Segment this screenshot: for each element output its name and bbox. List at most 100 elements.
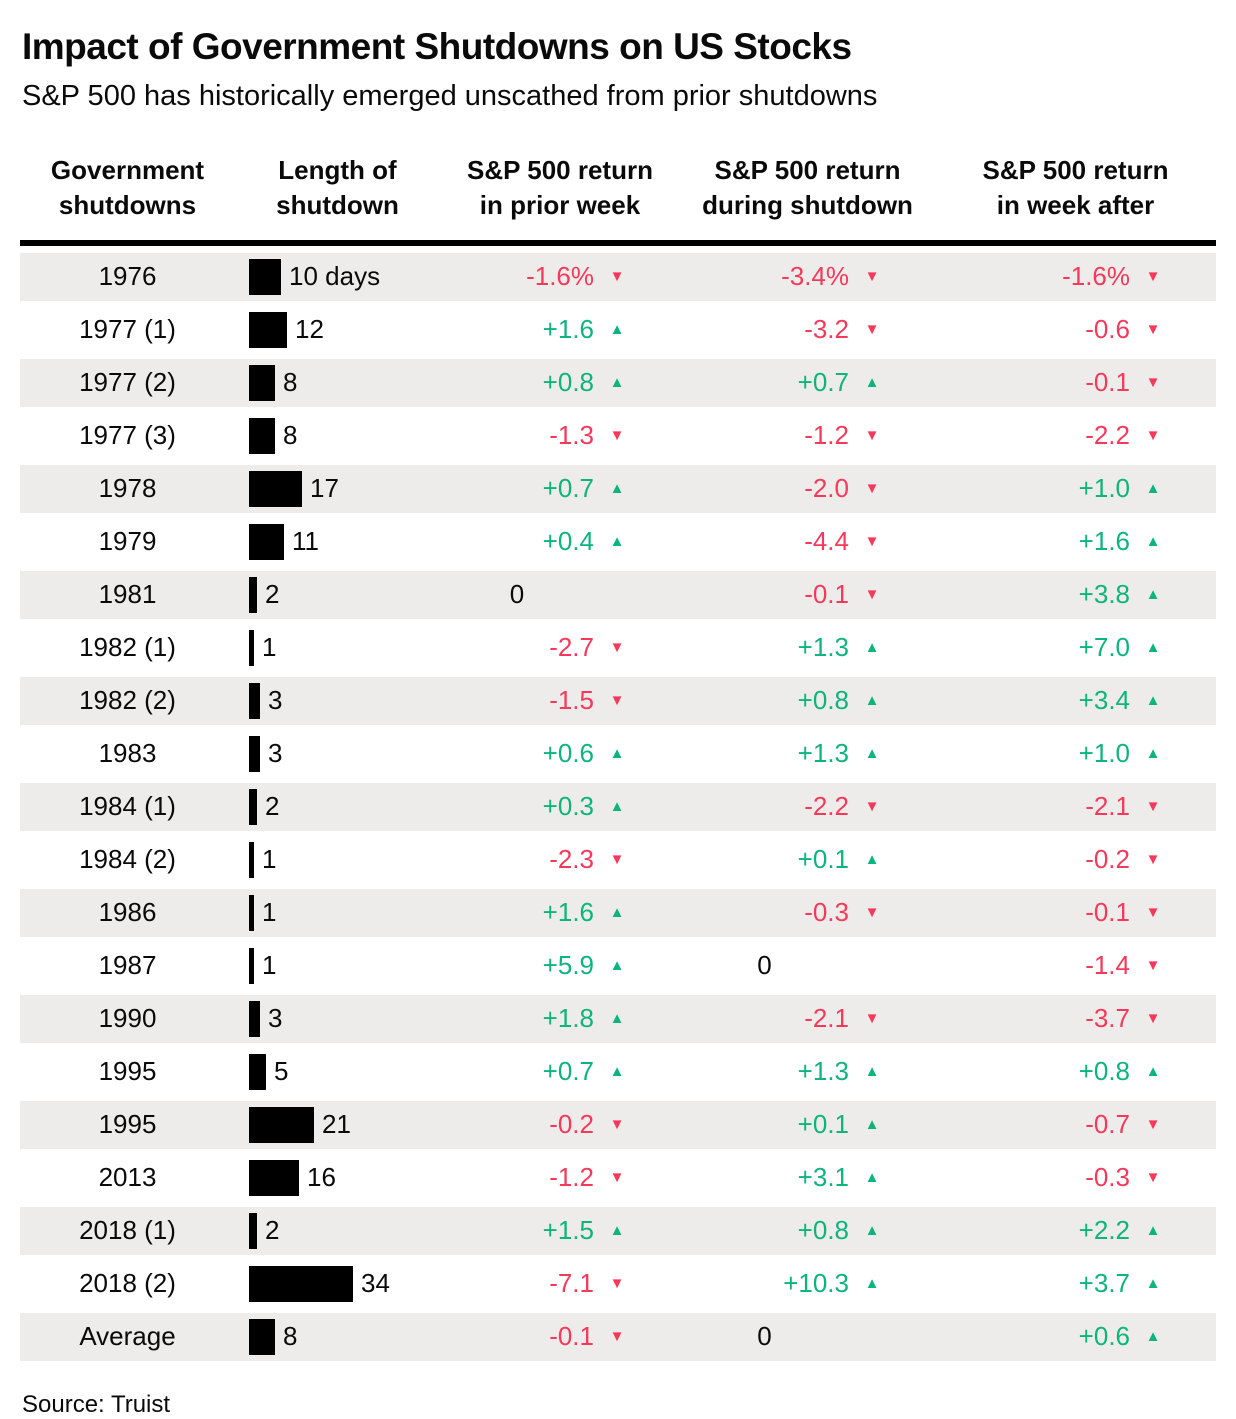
column-header-length-of-shutdown: Length of shutdown: [235, 153, 440, 223]
shutdown-year-label: 1976: [98, 261, 157, 292]
down-arrow-icon: ▼: [609, 1328, 625, 1346]
column-header-return-during-shutdown: S&P 500 return during shutdown: [680, 153, 935, 223]
length-bar: [249, 1053, 266, 1090]
shutdown-year-label: 2018 (1): [79, 1215, 176, 1246]
return-value: -1.3: [549, 420, 594, 451]
table-row: 1978 17 +0.7 ▲ -2.0 ▼ +1.0 ▲: [20, 464, 1216, 513]
table-row: 1984 (2) 1 -2.3 ▼ +0.1 ▲ -0.2 ▼: [20, 836, 1216, 884]
shutdown-length-cell: 10 days: [235, 253, 440, 301]
return-value: +0.3: [542, 791, 594, 822]
length-value-label: 34: [361, 1268, 390, 1299]
return-value: +3.1: [797, 1162, 849, 1193]
down-arrow-icon: ▼: [864, 798, 880, 816]
return-prior-week-cell: +1.6 ▲: [440, 889, 680, 937]
down-arrow-icon: ▼: [864, 533, 880, 551]
up-arrow-icon: ▲: [864, 1222, 880, 1240]
shutdown-year-label: 2013: [98, 1162, 157, 1193]
up-arrow-icon: ▲: [1145, 1222, 1161, 1240]
up-arrow-icon: ▲: [1145, 1328, 1161, 1346]
column-header-return-prior-week: S&P 500 return in prior week: [440, 153, 680, 223]
return-value: -0.3: [804, 897, 849, 928]
down-arrow-icon: ▼: [864, 427, 880, 445]
column-header-line: shutdown: [276, 190, 399, 221]
column-header-line: during shutdown: [702, 190, 913, 221]
table-row: 1995 21 -0.2 ▼ +0.1 ▲ -0.7 ▼: [20, 1100, 1216, 1149]
length-value-label: 16: [307, 1162, 336, 1193]
return-during-shutdown-cell: -3.4% ▼: [680, 253, 935, 301]
length-bar: [249, 629, 254, 666]
table-row: 1983 3 +0.6 ▲ +1.3 ▲ +1.0 ▲: [20, 730, 1216, 778]
up-arrow-icon: ▲: [609, 480, 625, 498]
length-value-label: 8: [283, 1321, 298, 1352]
return-value: 0: [757, 950, 772, 981]
return-week-after-cell: -2.2 ▼: [935, 412, 1216, 460]
return-value: -2.2: [804, 791, 849, 822]
length-value-label: 2: [265, 579, 280, 610]
shutdown-year-label: 1986: [98, 897, 157, 928]
shutdown-length-cell: 3: [235, 730, 440, 778]
shutdown-year-label: 1995: [98, 1109, 157, 1140]
return-during-shutdown-cell: -0.3 ▼: [680, 889, 935, 937]
shutdown-length-cell: 21: [235, 1101, 440, 1149]
return-value: +0.1: [797, 844, 849, 875]
return-week-after-cell: -0.3 ▼: [935, 1154, 1216, 1202]
down-arrow-icon: ▼: [1145, 1010, 1161, 1028]
table-row: Average 8 -0.1 ▼ 0 +0.6 ▲: [20, 1312, 1216, 1361]
column-header-government-shutdowns: Government shutdowns: [20, 153, 235, 223]
shutdown-year-label: 1987: [98, 950, 157, 981]
shutdown-length-cell: 16: [235, 1154, 440, 1202]
up-arrow-icon: ▲: [609, 957, 625, 975]
length-bar: [249, 682, 260, 719]
return-week-after-cell: -2.1 ▼: [935, 783, 1216, 831]
shutdown-length-cell: 5: [235, 1048, 440, 1096]
return-value: -3.4%: [781, 261, 849, 292]
length-value-label: 5: [274, 1056, 289, 1087]
return-prior-week-cell: +0.7 ▲: [440, 465, 680, 513]
length-bar: [249, 1000, 260, 1037]
length-bar: [249, 523, 284, 560]
return-value: +0.6: [542, 738, 594, 769]
down-arrow-icon: ▼: [609, 1275, 625, 1293]
up-arrow-icon: ▲: [1145, 639, 1161, 657]
length-value-label: 17: [310, 473, 339, 504]
shutdown-year-label: 1990: [98, 1003, 157, 1034]
down-arrow-icon: ▼: [609, 692, 625, 710]
return-value: -0.1: [1085, 367, 1130, 398]
up-arrow-icon: ▲: [1145, 745, 1161, 763]
shutdown-length-cell: 2: [235, 783, 440, 831]
page-title: Impact of Government Shutdowns on US Sto…: [22, 26, 852, 67]
shutdown-year-label: 1982 (2): [79, 685, 176, 716]
table-row: 1984 (1) 2 +0.3 ▲ -2.2 ▼ -2.1 ▼: [20, 782, 1216, 831]
return-value: -0.1: [1085, 897, 1130, 928]
up-arrow-icon: ▲: [864, 639, 880, 657]
length-bar: [249, 841, 254, 878]
return-value: +7.0: [1078, 632, 1130, 663]
return-week-after-cell: -0.7 ▼: [935, 1101, 1216, 1149]
return-prior-week-cell: +0.6 ▲: [440, 730, 680, 778]
return-value: -2.7: [549, 632, 594, 663]
return-value: -2.1: [804, 1003, 849, 1034]
length-value-label: 1: [262, 844, 277, 875]
return-week-after-cell: +0.8 ▲: [935, 1048, 1216, 1096]
return-value: +1.0: [1078, 473, 1130, 504]
return-value: +10.3: [783, 1268, 849, 1299]
table-row: 1990 3 +1.8 ▲ -2.1 ▼ -3.7 ▼: [20, 994, 1216, 1043]
return-value: +1.5: [542, 1215, 594, 1246]
return-prior-week-cell: -1.2 ▼: [440, 1154, 680, 1202]
return-week-after-cell: +3.4 ▲: [935, 677, 1216, 725]
table-row: 1977 (1) 12 +1.6 ▲ -3.2 ▼ -0.6 ▼: [20, 306, 1216, 354]
return-value: +0.8: [542, 367, 594, 398]
return-prior-week-cell: -1.3 ▼: [440, 412, 680, 460]
return-during-shutdown-cell: +0.1 ▲: [680, 836, 935, 884]
return-prior-week-cell: -0.1 ▼: [440, 1313, 680, 1361]
return-week-after-cell: +3.8 ▲: [935, 571, 1216, 619]
shutdown-length-cell: 3: [235, 995, 440, 1043]
return-value: -0.6: [1085, 314, 1130, 345]
return-prior-week-cell: +1.8 ▲: [440, 995, 680, 1043]
return-value: +0.7: [797, 367, 849, 398]
length-value-label: 1: [262, 897, 277, 928]
up-arrow-icon: ▲: [864, 1116, 880, 1134]
down-arrow-icon: ▼: [864, 268, 880, 286]
table-body: 1976 10 days -1.6% ▼ -3.4% ▼ -1.6% ▼ 197…: [20, 246, 1216, 1361]
up-arrow-icon: ▲: [1145, 586, 1161, 604]
